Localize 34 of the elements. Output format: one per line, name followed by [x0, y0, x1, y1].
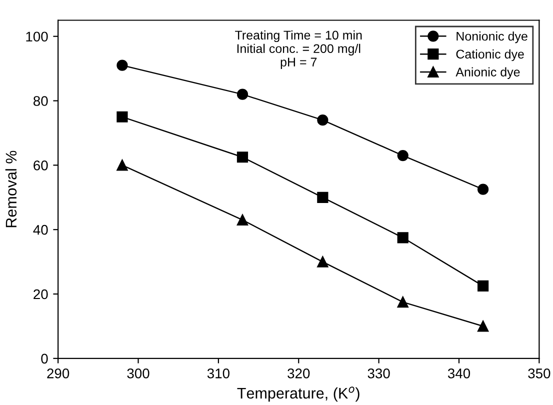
point	[116, 60, 128, 71]
y-tick-label: 0	[41, 354, 48, 364]
point	[317, 114, 328, 126]
annotation: Treating Time = 10 min Initial conc. = 200 mg/l pH = 7	[235, 30, 362, 69]
point	[236, 152, 248, 163]
x-tick-label: 300	[127, 368, 150, 378]
point	[397, 232, 408, 244]
y-tick-label: 100	[26, 32, 48, 42]
point	[116, 160, 128, 171]
point	[317, 256, 328, 268]
x-tick-label: 330	[368, 368, 390, 378]
point	[397, 150, 408, 162]
y-tick-label: 20	[34, 289, 48, 300]
point	[317, 192, 328, 203]
point	[477, 320, 489, 332]
legend-label: Anionic dye	[456, 67, 520, 79]
x-tick-label: 340	[448, 368, 470, 378]
point	[116, 111, 128, 122]
x-tick-label: 290	[47, 368, 70, 378]
legend-label: Nonionic dye	[456, 32, 528, 44]
legend-label: Cationic dye	[456, 49, 524, 62]
point	[477, 184, 489, 195]
x-axis-title: Temperature, (K$^{o}$)	[237, 386, 360, 402]
y-axis-title: Removal %	[5, 150, 17, 228]
point	[236, 88, 248, 100]
x-tick-label: 350	[528, 368, 550, 378]
y-tick-label: 60	[34, 160, 48, 170]
point	[236, 214, 248, 226]
y-tick-label: 80	[34, 96, 48, 106]
point	[477, 280, 489, 292]
x-tick-label: 310	[207, 368, 230, 378]
x-tick-label: 320	[288, 368, 310, 378]
point	[397, 296, 408, 308]
y-tick-label: 40	[33, 224, 48, 235]
